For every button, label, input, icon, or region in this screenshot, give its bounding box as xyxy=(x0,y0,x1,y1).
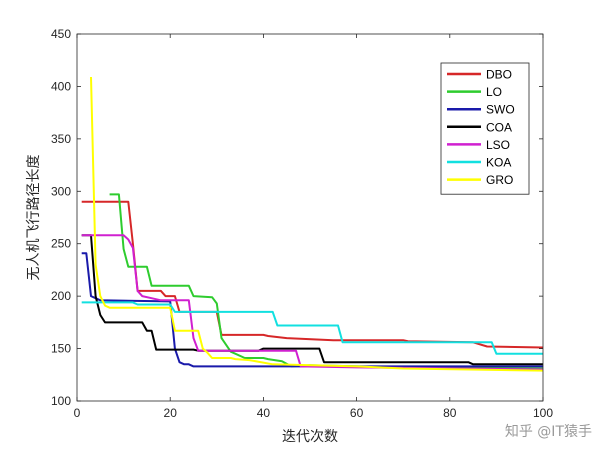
y-tick-label: 350 xyxy=(51,132,71,146)
legend-label-lso: LSO xyxy=(486,138,510,152)
series-line-gro xyxy=(90,76,544,372)
x-tick-label: 100 xyxy=(533,406,553,420)
series-line-coa xyxy=(81,234,543,366)
series-layer xyxy=(81,76,544,372)
legend: DBO LO SWO COA LSO KOA GRO xyxy=(440,62,530,195)
y-tick-label: 150 xyxy=(51,342,71,356)
x-axis-title: 迭代次数 xyxy=(282,429,338,445)
legend-label-dbo: DBO xyxy=(486,68,512,82)
legend-label-lo: LO xyxy=(486,85,502,99)
legend-label-coa: COA xyxy=(486,120,512,134)
legend-label-swo: SWO xyxy=(486,103,515,117)
y-tick-label: 300 xyxy=(51,184,71,198)
y-tick-label: 450 xyxy=(51,27,71,41)
legend-label-koa: KOA xyxy=(486,156,511,170)
y-tick-label: 100 xyxy=(51,394,71,408)
legend-box xyxy=(440,62,530,195)
legend-label-gro: GRO xyxy=(486,173,513,187)
y-tick-label: 200 xyxy=(51,289,71,303)
y-tick-label: 250 xyxy=(51,237,71,251)
x-tick-label: 80 xyxy=(443,406,457,420)
y-tick-label: 400 xyxy=(51,79,71,93)
x-tick-label: 20 xyxy=(164,406,178,420)
x-tick-label: 0 xyxy=(74,406,81,420)
x-tick-label: 60 xyxy=(350,406,364,420)
watermark-text: 知乎 @IT猿手 xyxy=(505,423,592,440)
y-axis-title: 无人机飞行路径长度 xyxy=(26,155,42,281)
series-line-koa xyxy=(81,301,543,355)
series-line-lso xyxy=(81,234,544,371)
x-tick-label: 40 xyxy=(257,406,271,420)
ticks-layer: 0 20 40 60 80 100 100 150 200 250 300 350 400 450 xyxy=(51,27,553,420)
axes-box xyxy=(76,33,544,402)
